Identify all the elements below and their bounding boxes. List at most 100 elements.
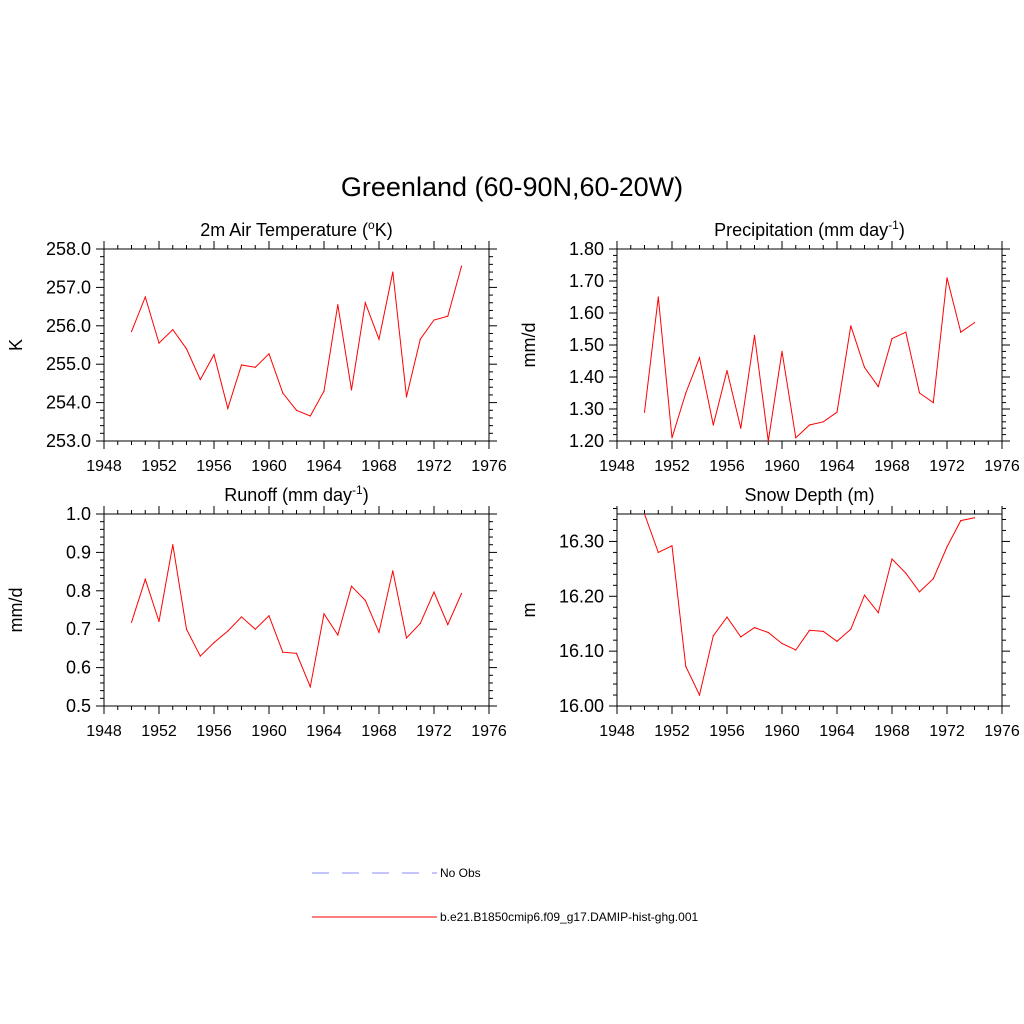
x-tick-label: 1960: [251, 458, 287, 475]
x-tick-label: 1956: [196, 723, 232, 740]
x-tick-label: 1960: [764, 723, 800, 740]
data-point: [309, 686, 311, 688]
x-tick-label: 1964: [819, 458, 855, 475]
y-tick-label: 1.50: [569, 335, 604, 355]
data-point: [364, 599, 366, 602]
data-point: [378, 631, 380, 633]
data-point: [905, 331, 907, 333]
data-point: [671, 437, 673, 439]
data-point: [891, 338, 893, 340]
y-tick-label: 1.0: [66, 504, 91, 524]
data-point: [130, 621, 133, 623]
data-point: [726, 370, 728, 372]
data-point: [447, 623, 449, 626]
data-point: [905, 572, 907, 574]
data-point: [726, 616, 728, 618]
data-point: [795, 437, 797, 439]
data-point: [268, 353, 270, 355]
data-point: [185, 348, 188, 350]
data-point: [836, 411, 838, 413]
data-point: [767, 440, 769, 442]
x-tick-label: 1976: [984, 723, 1020, 740]
data-point: [433, 319, 435, 321]
data-point: [378, 338, 380, 340]
legend-model-label: b.e21.B1850cmip6.f09_g17.DAMIP-hist-ghg.…: [440, 910, 698, 924]
y-tick-label: 254.0: [46, 393, 91, 413]
data-point: [877, 612, 879, 614]
data-point: [460, 265, 463, 267]
data-point: [323, 613, 325, 615]
data-point: [973, 517, 976, 519]
panel-title-precipitation: Precipitation (mm day-1): [714, 218, 905, 240]
data-point: [698, 694, 701, 696]
x-tick-label: 1972: [416, 458, 452, 475]
data-point: [685, 665, 687, 668]
x-tick-label: 1956: [196, 458, 232, 475]
data-point: [863, 594, 866, 596]
x-tick-label: 1964: [306, 723, 342, 740]
y-tick-label: 1.30: [569, 399, 604, 419]
x-tick-label: 1976: [471, 458, 507, 475]
y-tick-label: 0.6: [66, 658, 91, 678]
y-tick-label: 16.20: [559, 586, 604, 606]
y-tick-label: 1.60: [569, 303, 604, 323]
data-point: [282, 651, 284, 653]
data-point: [158, 620, 160, 623]
data-point: [268, 615, 270, 617]
x-tick-label: 1960: [764, 458, 800, 475]
plot-frame: [103, 513, 490, 707]
data-point: [240, 364, 243, 366]
data-point: [282, 392, 284, 394]
data-point: [698, 357, 701, 359]
data-point: [808, 629, 811, 631]
y-tick-label: 253.0: [46, 431, 91, 451]
data-point: [392, 271, 394, 273]
data-point: [671, 545, 673, 547]
panel-title-air-temperature: 2m Air Temperature (oK): [200, 218, 392, 240]
data-point: [918, 392, 921, 394]
x-tick-label: 1976: [471, 723, 507, 740]
y-tick-label: 257.0: [46, 277, 91, 297]
data-point: [337, 304, 339, 306]
data-point: [337, 634, 339, 636]
figure-title: Greenland (60-90N,60-20W): [341, 172, 683, 202]
series-line-air-temperature: [131, 266, 462, 417]
x-tick-label: 1964: [306, 458, 342, 475]
data-point: [740, 636, 742, 638]
data-point: [973, 322, 976, 324]
y-tick-label: 0.8: [66, 581, 91, 601]
y-tick-label: 258.0: [46, 239, 91, 259]
data-point: [863, 366, 866, 368]
x-tick-label: 1956: [709, 458, 745, 475]
data-point: [130, 330, 133, 333]
data-point: [712, 635, 714, 637]
legend: No Obs b.e21.B1850cmip6.f09_g17.DAMIP-hi…: [312, 866, 698, 924]
data-point: [158, 342, 160, 344]
x-tick-label: 1968: [361, 723, 397, 740]
data-point: [419, 338, 421, 340]
data-point: [753, 626, 756, 629]
data-point: [185, 628, 188, 630]
data-point: [433, 591, 435, 593]
y-tick-label: 1.80: [569, 239, 604, 259]
y-tick-label: 255.0: [46, 354, 91, 374]
y-axis-label: mm/d: [6, 588, 26, 633]
data-point: [199, 378, 201, 381]
series-line-snow-depth: [644, 513, 975, 697]
data-point: [822, 421, 824, 423]
data-point: [447, 315, 449, 317]
x-tick-label: 1952: [654, 723, 690, 740]
plot-frame: [103, 248, 490, 442]
x-tick-label: 1972: [416, 723, 452, 740]
data-point: [946, 277, 948, 279]
data-point: [767, 631, 769, 634]
data-point: [309, 415, 311, 417]
data-point: [405, 396, 408, 398]
x-tick-label: 1948: [86, 723, 122, 740]
data-point: [712, 424, 714, 426]
series-line-runoff: [131, 544, 462, 689]
x-tick-label: 1952: [654, 458, 690, 475]
data-point: [323, 390, 325, 392]
x-tick-label: 1968: [361, 458, 397, 475]
